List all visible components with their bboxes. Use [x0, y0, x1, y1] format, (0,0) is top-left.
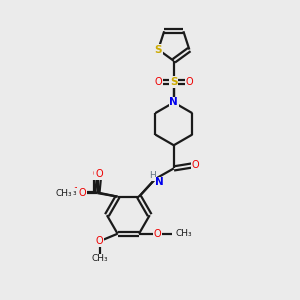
Text: CH₃: CH₃: [55, 189, 72, 198]
Text: O: O: [154, 229, 161, 239]
Text: O: O: [154, 77, 162, 87]
Text: O: O: [95, 169, 103, 179]
Text: H: H: [150, 171, 156, 180]
Text: O: O: [185, 77, 193, 87]
Text: O: O: [191, 160, 199, 170]
Text: N: N: [169, 98, 178, 107]
Text: S: S: [170, 77, 178, 87]
Text: N: N: [169, 98, 178, 107]
Text: O: O: [92, 169, 100, 179]
Text: CH₃: CH₃: [61, 188, 77, 197]
Text: O: O: [78, 188, 86, 198]
Text: N: N: [155, 177, 164, 188]
Text: O: O: [96, 236, 103, 246]
Text: CH₃: CH₃: [92, 254, 108, 263]
Text: S: S: [154, 44, 162, 55]
Text: CH₃: CH₃: [176, 229, 193, 238]
Text: O: O: [72, 187, 80, 197]
